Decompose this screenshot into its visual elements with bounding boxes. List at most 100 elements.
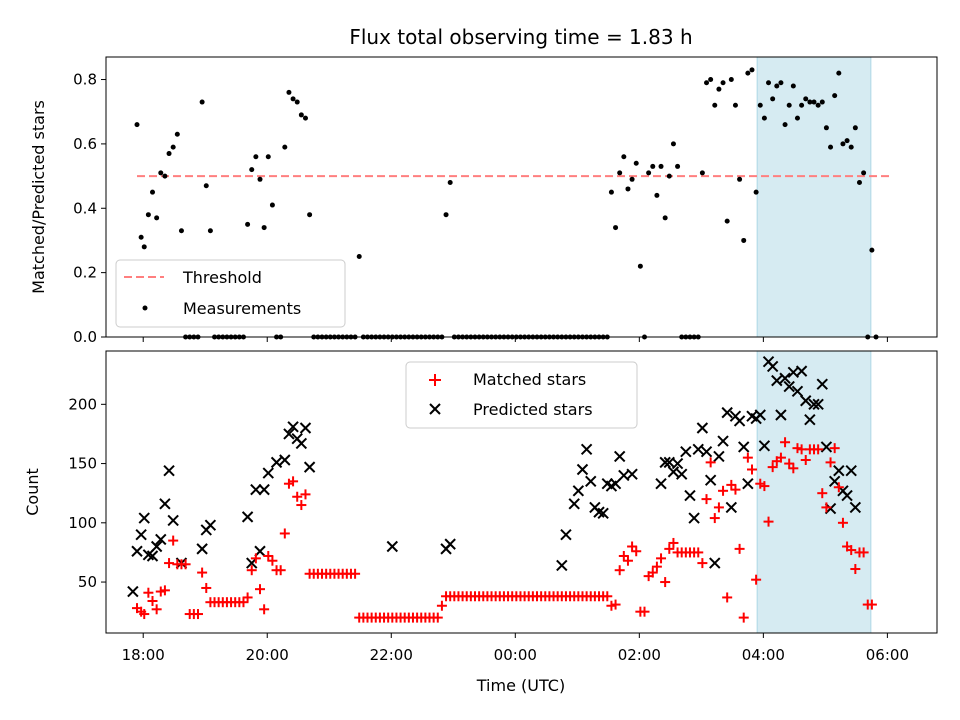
predicted-point: [692, 443, 704, 456]
measurement-point: [617, 170, 623, 176]
matched-point: [647, 567, 658, 578]
bottom-x-tick-label: 02:00: [618, 646, 661, 664]
predicted-point: [204, 519, 217, 531]
measurement-point: [699, 170, 705, 176]
bottom-x-tick-label: 18:00: [122, 646, 165, 664]
bottom-plot-frame: [105, 350, 938, 634]
matched-point: [259, 604, 270, 615]
matched-point: [151, 604, 162, 615]
predicted-point: [733, 415, 746, 427]
predicted-point: [675, 468, 688, 480]
measurement-point: [704, 80, 710, 86]
matched-point: [246, 565, 257, 576]
bottom-y-tick-label: 150: [68, 455, 97, 473]
matched-point: [800, 455, 811, 466]
predicted-point: [804, 414, 816, 426]
bottom-x-tick-label: 00:00: [494, 646, 537, 664]
measurement-point: [815, 102, 821, 108]
measurement-point: [716, 86, 722, 92]
predicted-point: [150, 540, 163, 553]
measurement-point: [675, 163, 681, 169]
predicted-point: [283, 428, 295, 440]
measurement-point: [637, 263, 643, 269]
legend-predicted-label: Predicted stars: [473, 400, 593, 419]
matched-point: [288, 476, 299, 487]
bottom-x-tick-label: 22:00: [370, 646, 413, 664]
measurement-point: [265, 154, 271, 160]
predicted-point: [812, 398, 824, 411]
top-y-tick-label: 0.0: [73, 328, 97, 346]
top-plot-frame: [105, 56, 938, 338]
predicted-point: [131, 545, 143, 557]
matched-point: [701, 494, 712, 505]
measurement-point: [443, 212, 449, 218]
matched-point: [850, 564, 861, 575]
predicted-point: [127, 585, 139, 598]
matched-point: [436, 600, 447, 611]
predicted-point: [775, 409, 787, 421]
matched-point: [858, 547, 869, 558]
matched-point: [775, 452, 786, 463]
predicted-point: [738, 441, 750, 453]
matched-point: [664, 543, 675, 554]
matched-point: [168, 535, 179, 546]
predicted-point: [444, 538, 456, 550]
top-y-tick-label: 0.6: [73, 135, 97, 153]
measurement-point: [774, 83, 780, 89]
predicted-point: [671, 457, 684, 470]
measurement-point: [869, 247, 875, 253]
predicted-point: [580, 443, 593, 456]
matched-point: [275, 565, 286, 576]
matched-point: [825, 457, 836, 468]
measurement-point: [720, 80, 726, 86]
predicted-point: [279, 454, 291, 466]
bottom-x-tick-label: 04:00: [742, 646, 785, 664]
measurement-point: [737, 176, 743, 182]
top-panel: 0.00.20.40.60.8 Matched/Predicted stars …: [29, 56, 938, 346]
predicted-point: [299, 422, 312, 434]
measurement-point: [811, 99, 817, 105]
matched-point: [705, 457, 716, 468]
predicted-point: [783, 380, 795, 393]
predicted-point: [258, 483, 270, 496]
bottom-y-axis-label: Count: [23, 468, 42, 516]
measurement-point: [290, 96, 296, 102]
matched-point: [738, 612, 749, 623]
matched-point: [837, 517, 848, 528]
matched-point: [722, 592, 733, 603]
predicted-point: [597, 507, 609, 520]
top-legend-box: [115, 259, 346, 328]
predicted-point: [800, 395, 812, 407]
measurement-point: [162, 173, 168, 179]
matched-point: [180, 559, 191, 570]
matched-point: [197, 567, 208, 578]
measurement-point: [848, 144, 854, 150]
matched-point: [746, 464, 757, 475]
predicted-point: [791, 385, 804, 397]
measurement-point: [803, 96, 809, 102]
predicted-point: [138, 512, 150, 524]
bottom-x-tick-label: 06:00: [866, 646, 909, 664]
measurement-point: [302, 115, 308, 121]
measurement-point: [249, 167, 255, 173]
measurement-point: [158, 170, 164, 176]
measurement-point: [836, 70, 842, 76]
measurement-point: [724, 218, 730, 224]
matched-point: [767, 462, 778, 473]
top-legend: Threshold Measurements: [115, 259, 346, 328]
matched-point: [159, 585, 170, 596]
measurement-point: [199, 99, 205, 105]
measurement-point: [712, 102, 718, 108]
predicted-point: [556, 559, 568, 572]
predicted-point: [758, 440, 771, 452]
measurement-point: [282, 144, 288, 150]
measurement-point: [245, 221, 251, 227]
measurement-point: [629, 176, 635, 182]
matched-point: [833, 482, 844, 493]
matched-point: [751, 574, 762, 585]
matched-point: [139, 609, 150, 620]
measurement-point: [732, 102, 738, 108]
measurement-point: [356, 254, 362, 260]
predicted-point: [576, 463, 589, 476]
predicted-point: [659, 456, 671, 469]
